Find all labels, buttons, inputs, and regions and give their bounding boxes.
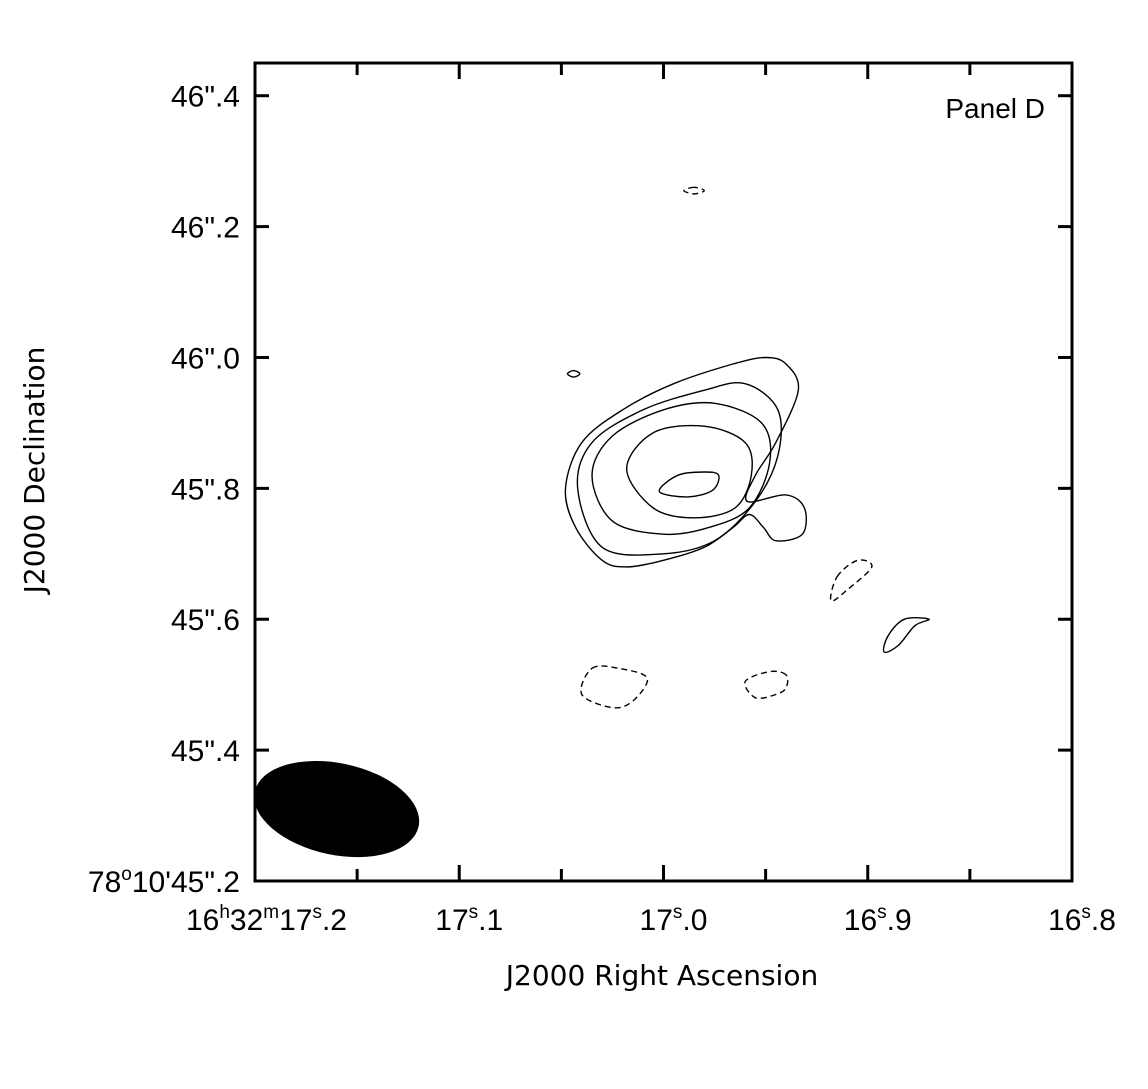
negative-contour (744, 670, 789, 700)
y-tick-label: 45".6 (171, 604, 240, 637)
panel-label: Panel D (945, 93, 1045, 124)
x-tick-label: 16h32m17s.2 (186, 902, 347, 937)
x-tick-label: 17s.0 (640, 902, 708, 937)
x-tick-label: 16s.9 (844, 902, 912, 937)
beam-layer (254, 760, 420, 858)
y-tick-label: 78o10'45".2 (88, 864, 240, 899)
x-axis-title: J2000 Right Ascension (504, 959, 818, 992)
y-axis-title: J2000 Declination (18, 347, 51, 596)
y-tick-label: 46".0 (171, 342, 240, 375)
positive-contour (658, 471, 720, 498)
positive-contour (591, 401, 772, 536)
y-tick-label: 45".8 (171, 473, 240, 506)
x-tick-label: 16s.8 (1048, 902, 1116, 937)
positive-contour (625, 424, 753, 519)
y-tick-label: 46".2 (171, 212, 240, 245)
plot-frame (253, 61, 1074, 883)
y-tick-label: 46".4 (171, 81, 240, 114)
positive-contour (564, 356, 807, 568)
x-tick-label: 17s.1 (435, 902, 503, 937)
positive-contour (566, 369, 581, 378)
tick-labels: 78o10'45".2 45".4 45".6 45".8 46".0 46".2 46".… (88, 81, 1116, 937)
negative-contour (683, 186, 706, 195)
contour-layer (564, 186, 930, 709)
positive-contour (882, 617, 930, 654)
y-tick-label: 45".4 (171, 735, 240, 768)
negative-contour (829, 559, 873, 602)
beam-ellipse (254, 760, 420, 858)
positive-contour (576, 382, 783, 556)
negative-contour (580, 665, 649, 709)
tick-marks (253, 63, 1074, 883)
